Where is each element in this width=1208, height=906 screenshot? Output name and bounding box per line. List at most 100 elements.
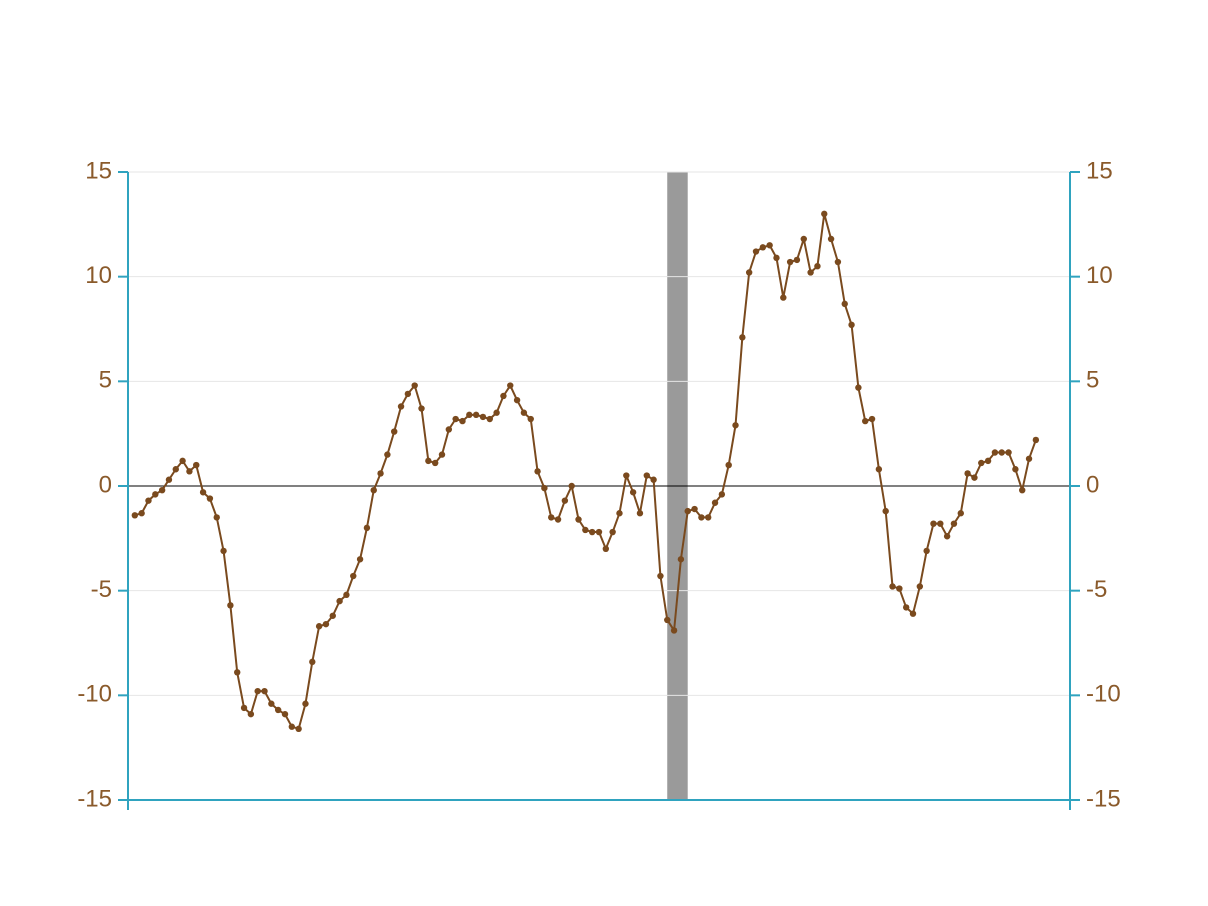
series-marker xyxy=(882,508,888,514)
series-marker xyxy=(944,533,950,539)
series-marker xyxy=(869,416,875,422)
series-marker xyxy=(937,520,943,526)
series-marker xyxy=(227,602,233,608)
series-marker xyxy=(671,627,677,633)
series-marker xyxy=(664,617,670,623)
series-marker xyxy=(446,426,452,432)
series-marker xyxy=(794,257,800,263)
series-marker xyxy=(145,497,151,503)
y-axis-label-left: 10 xyxy=(85,262,112,289)
series-marker xyxy=(971,474,977,480)
y-axis-label-left: -5 xyxy=(91,576,112,603)
series-marker xyxy=(289,724,295,730)
y-axis-label-right: -10 xyxy=(1086,681,1121,708)
series-marker xyxy=(425,458,431,464)
series-marker xyxy=(500,393,506,399)
series-marker xyxy=(589,529,595,535)
series-marker xyxy=(705,514,711,520)
series-marker xyxy=(753,248,759,254)
series-marker xyxy=(357,556,363,562)
y-axis-label-right: -5 xyxy=(1086,576,1107,603)
series-marker xyxy=(1005,449,1011,455)
series-marker xyxy=(391,428,397,434)
series-marker xyxy=(275,707,281,713)
y-axis-label-left: -10 xyxy=(77,681,112,708)
series-marker xyxy=(234,669,240,675)
series-marker xyxy=(521,410,527,416)
series-marker xyxy=(964,470,970,476)
series-marker xyxy=(166,477,172,483)
y-axis-label-left: -15 xyxy=(77,785,112,812)
y-axis-label-left: 15 xyxy=(85,157,112,184)
series-marker xyxy=(316,623,322,629)
series-marker xyxy=(896,585,902,591)
series-marker xyxy=(623,472,629,478)
series-marker xyxy=(466,412,472,418)
series-marker xyxy=(309,659,315,665)
series-marker xyxy=(958,510,964,516)
series-marker xyxy=(514,397,520,403)
series-marker xyxy=(562,497,568,503)
series-marker xyxy=(603,546,609,552)
series-marker xyxy=(439,451,445,457)
series-marker xyxy=(766,242,772,248)
series-marker xyxy=(295,726,301,732)
series-marker xyxy=(637,510,643,516)
series-marker xyxy=(930,520,936,526)
series-marker xyxy=(132,512,138,518)
series-marker xyxy=(917,583,923,589)
series-marker xyxy=(418,405,424,411)
line-chart: -15-15-10-10-5-5005510101515141516171819… xyxy=(0,0,1208,906)
y-axis-label-right: 5 xyxy=(1086,367,1099,394)
series-marker xyxy=(609,529,615,535)
series-marker xyxy=(350,573,356,579)
series-marker xyxy=(384,451,390,457)
series-marker xyxy=(568,483,574,489)
series-marker xyxy=(254,688,260,694)
series-marker xyxy=(186,468,192,474)
series-marker xyxy=(685,508,691,514)
series-marker xyxy=(842,301,848,307)
series-marker xyxy=(528,416,534,422)
series-marker xyxy=(582,527,588,533)
series-marker xyxy=(214,514,220,520)
series-marker xyxy=(173,466,179,472)
series-marker xyxy=(487,416,493,422)
series-marker xyxy=(459,418,465,424)
series-marker xyxy=(889,583,895,589)
series-marker xyxy=(760,244,766,250)
series-marker xyxy=(364,525,370,531)
y-axis-label-right: 15 xyxy=(1086,157,1113,184)
series-marker xyxy=(248,711,254,717)
series-marker xyxy=(644,472,650,478)
series-marker xyxy=(978,460,984,466)
series-marker xyxy=(732,422,738,428)
y-axis-label-right: 10 xyxy=(1086,262,1113,289)
series-marker xyxy=(848,322,854,328)
series-marker xyxy=(261,688,267,694)
y-axis-label-right: 0 xyxy=(1086,471,1099,498)
series-marker xyxy=(773,255,779,261)
series-marker xyxy=(985,458,991,464)
series-marker xyxy=(1019,487,1025,493)
series-marker xyxy=(541,485,547,491)
series-marker xyxy=(1026,456,1032,462)
series-marker xyxy=(616,510,622,516)
series-marker xyxy=(268,701,274,707)
series-marker xyxy=(323,621,329,627)
series-marker xyxy=(923,548,929,554)
series-marker xyxy=(855,384,861,390)
y-axis-label-left: 5 xyxy=(99,367,112,394)
series-marker xyxy=(493,410,499,416)
series-marker xyxy=(241,705,247,711)
series-marker xyxy=(336,598,342,604)
series-marker xyxy=(678,556,684,562)
series-marker xyxy=(801,236,807,242)
series-marker xyxy=(1012,466,1018,472)
y-axis-label-left: 0 xyxy=(99,471,112,498)
series-marker xyxy=(630,489,636,495)
series-marker xyxy=(371,487,377,493)
series-marker xyxy=(200,489,206,495)
series-marker xyxy=(575,516,581,522)
series-marker xyxy=(746,269,752,275)
